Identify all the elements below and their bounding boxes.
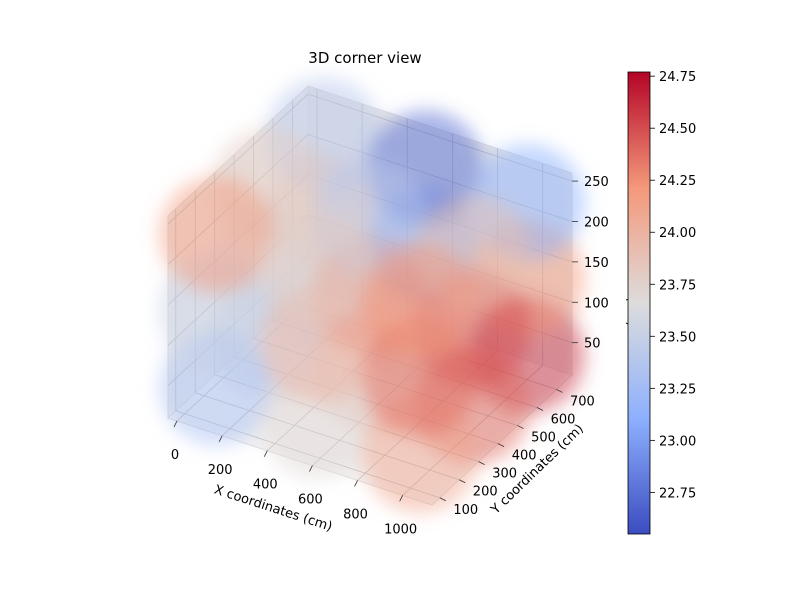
z-tick-label: 50: [584, 337, 601, 352]
y-tick: [459, 479, 466, 484]
y-tick: [497, 443, 505, 447]
x-tick-label: 800: [343, 507, 368, 522]
y-tick: [556, 389, 563, 393]
x-tick-label: 1000: [384, 522, 417, 537]
y-tick-label: 600: [551, 413, 576, 428]
y-tick-label: 400: [512, 449, 537, 464]
chart-title: 3D corner view: [308, 49, 421, 67]
x-tick-label: 200: [208, 463, 233, 478]
y-tick-label: 700: [570, 394, 595, 409]
point: [362, 243, 479, 360]
colorbar-tick-label: 24.25: [659, 174, 696, 189]
y-tick-label: 100: [453, 503, 478, 518]
colorbar-tick-label: 23.50: [659, 330, 696, 345]
x-tick: [263, 450, 268, 457]
x-tick: [399, 495, 404, 502]
colorbar-tick-label: 24.75: [659, 70, 696, 85]
colorbar-tick-label: 24.50: [659, 122, 696, 137]
y-tick: [478, 461, 485, 466]
y-tick-label: 500: [531, 431, 556, 446]
x-tick-label: 0: [171, 448, 179, 463]
colorbar-tick-label: 24.00: [659, 226, 696, 241]
colorbar-tick-label: 23.00: [659, 434, 696, 449]
z-tick-label: 100: [584, 296, 609, 311]
y-tick-label: 300: [492, 467, 517, 482]
x-tick: [309, 465, 313, 472]
colorbar-tick-label: 23.75: [659, 278, 696, 293]
colorbar-tick-label: 22.75: [659, 486, 696, 501]
y-tick-label: 200: [473, 485, 498, 500]
z-tick-label: 200: [584, 215, 609, 230]
x-tick-label: 600: [298, 493, 323, 508]
x-tick: [173, 420, 178, 428]
x-tick: [218, 435, 223, 443]
colorbar-ticks: 22.75 23.00 23.25 23.50 23.75 24.00 24.25 24.50…: [650, 70, 696, 501]
point: [159, 176, 276, 293]
y-tick: [517, 425, 524, 429]
axes: 0 200 400 600 800 1000 100 200 300 400 500 600 700 50…: [171, 175, 609, 537]
x-tick-label: 400: [253, 478, 278, 493]
point: [260, 209, 377, 326]
points: [159, 77, 586, 513]
y-tick: [439, 497, 446, 502]
z-tick-label: 250: [584, 175, 609, 190]
z-tick-label: 150: [584, 256, 609, 271]
colorbar-tick-label: 23.25: [659, 382, 696, 397]
y-tick: [536, 407, 544, 411]
colorbar: [627, 71, 651, 535]
x-tick: [354, 480, 358, 487]
